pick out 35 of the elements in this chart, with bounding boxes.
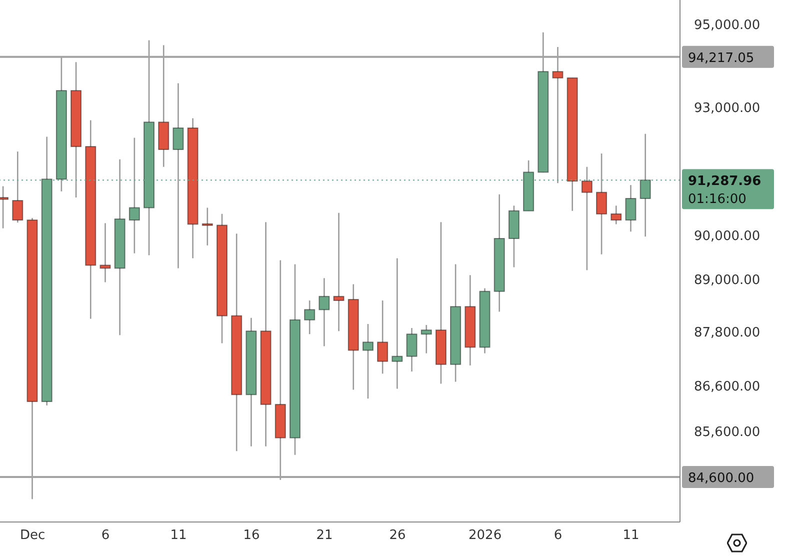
candlestick — [581, 166, 592, 271]
candlestick — [362, 323, 374, 400]
x-tick-label: 21 — [316, 528, 333, 544]
candlestick — [377, 300, 388, 374]
y-tick-label: 90,000.00 — [694, 229, 760, 244]
x-tick-label: 2026 — [468, 528, 502, 544]
text: 01:16:00 — [688, 192, 746, 208]
candlestick — [304, 300, 316, 335]
x-tick-label: 26 — [389, 528, 406, 544]
x-tick-label: 11 — [170, 528, 187, 544]
x-tick-label: 6 — [554, 528, 562, 544]
candlestick — [202, 207, 213, 246]
candlestick — [392, 258, 403, 390]
candlestick — [318, 277, 330, 347]
x-tick-label: 11 — [622, 528, 640, 544]
candlestick — [610, 205, 622, 225]
ref-line-label: 91,287.96 — [688, 174, 762, 190]
y-tick-label: 86,600.00 — [694, 379, 760, 394]
ref-line-label: 94,217.05 — [688, 50, 754, 66]
y-tick-label: 95,000.00 — [694, 18, 760, 34]
y-tick-label: 89,000.00 — [694, 272, 760, 288]
y-tick-label: 93,000.00 — [694, 101, 760, 116]
candlestick — [596, 152, 608, 255]
x-tick-label: 6 — [101, 528, 110, 544]
y-tick-label: 87,800.00 — [694, 326, 760, 341]
y-tick-label: 85,600.00 — [694, 424, 760, 440]
candlestick — [420, 324, 432, 354]
candlestick — [333, 212, 344, 332]
x-tick-label: Dec — [20, 528, 46, 544]
x-tick-label: 16 — [243, 528, 260, 544]
candlestick — [625, 184, 636, 232]
candlestick — [12, 150, 24, 224]
candlestick — [100, 222, 111, 283]
candlestick — [406, 327, 418, 372]
ref-line-label: 84,600.00 — [688, 471, 754, 486]
